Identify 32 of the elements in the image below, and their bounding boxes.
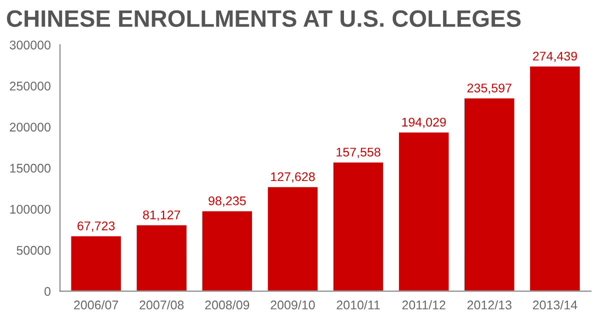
- x-tick-label: 2008/09: [205, 300, 250, 310]
- bar: [528, 65, 582, 292]
- y-tick-label: 100000: [10, 204, 50, 214]
- chart-title: CHINESE ENROLLMENTS AT U.S. COLLEGES: [6, 10, 521, 27]
- y-tick-label: 150000: [10, 164, 50, 173]
- data-label: 67,723: [78, 221, 115, 232]
- y-tick-label: 50000: [16, 246, 50, 255]
- bar: [200, 210, 254, 292]
- data-label: 235,597: [467, 84, 512, 94]
- x-tick-label: 2009/10: [270, 300, 315, 310]
- data-label: 194,029: [402, 118, 446, 128]
- bar: [135, 224, 188, 292]
- bar: [70, 234, 122, 292]
- data-label: 157,558: [336, 148, 380, 158]
- x-tick-label: 2010/11: [336, 300, 380, 310]
- data-label: 98,235: [208, 196, 246, 207]
- bar: [332, 161, 385, 292]
- y-tick-label: 300000: [10, 40, 50, 50]
- x-tick-label: 2007/08: [140, 300, 184, 310]
- y-tick-label: 250000: [10, 82, 50, 91]
- bar: [266, 186, 319, 292]
- y-tick-label: 200000: [10, 122, 50, 132]
- y-tick-label: 0: [44, 287, 50, 296]
- data-label: 127,628: [271, 172, 315, 183]
- x-tick-label: 2012/13: [467, 300, 512, 310]
- x-tick-label: 2006/07: [74, 300, 118, 310]
- x-tick-label: 2011/12: [402, 300, 446, 310]
- x-tick-label: 2013/14: [532, 300, 578, 310]
- bar: [463, 97, 516, 292]
- bar: [398, 131, 450, 292]
- data-label: 274,439: [532, 52, 577, 62]
- data-label: 81,127: [143, 210, 180, 221]
